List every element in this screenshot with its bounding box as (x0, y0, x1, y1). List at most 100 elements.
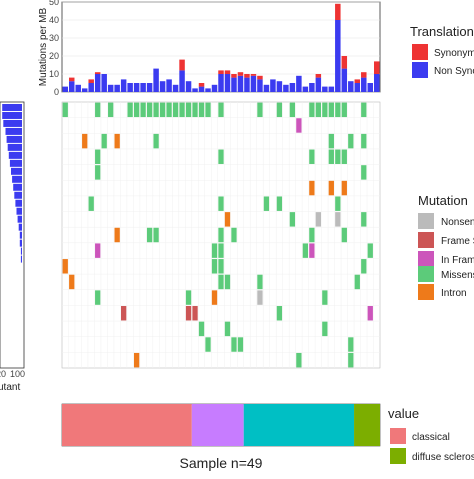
gene-frequency-bar (19, 231, 22, 239)
heatmap-cell-missense (296, 352, 302, 368)
tmb-bar-non-synonymous (107, 84, 114, 92)
heatmap-cell-missense (62, 102, 68, 118)
mutation-legend: Mutation Nonsens Frame S In Frame Missen… (418, 193, 474, 300)
heatmap-cell-missense (309, 102, 315, 118)
tmb-bar-non-synonymous (81, 88, 88, 92)
heatmap-cell-missense (348, 133, 354, 149)
tmb-bar-panel: 0 10 20 30 40 50 Mutations per MB (38, 0, 381, 97)
heatmap-cell-frame-shift (121, 306, 127, 321)
legend-swatch-in-frame (418, 251, 434, 267)
tmb-bar-non-synonymous (114, 84, 120, 92)
heatmap-cell-missense (309, 149, 315, 164)
translation-legend: Translation Synonymo Non Synon (410, 24, 474, 78)
heatmap-cell-missense (146, 227, 153, 243)
tmb-bar-non-synonymous (205, 88, 211, 92)
heatmap-cell-missense (101, 133, 107, 149)
heatmap-cell-missense (361, 165, 367, 180)
tmb-bar-non-synonymous (367, 83, 374, 92)
heatmap-cell-intron (114, 227, 120, 243)
heatmap-cell-missense (198, 321, 205, 337)
legend-swatch-missense (418, 266, 434, 282)
tmb-bar-non-synonymous (309, 83, 315, 92)
heatmap-cell-missense (218, 227, 224, 243)
heatmap-cell-missense (263, 196, 270, 211)
heatmap-cell-missense (108, 102, 114, 118)
legend-swatch-intron (418, 284, 434, 300)
heatmap-cell-missense (224, 321, 231, 337)
heatmap-cell-nonsense (315, 212, 321, 227)
heatmap-cell-missense (88, 196, 94, 211)
heatmap-cell-missense (146, 102, 153, 118)
heatmap-cell-missense (289, 212, 296, 227)
heatmap-cell-missense (95, 290, 101, 305)
tmb-bar-synonymous (257, 75, 263, 80)
tmb-bar-non-synonymous (224, 74, 231, 92)
heatmap-cell-missense (328, 149, 334, 164)
tmb-bar-synonymous (354, 79, 361, 83)
tmb-bar-non-synonymous (289, 83, 296, 92)
legend-swatch-classical (390, 428, 406, 444)
tmb-bar-non-synonymous (101, 74, 107, 92)
tmb-bar-synonymous (341, 56, 348, 69)
tmb-bar-non-synonymous (179, 70, 185, 92)
legend-label-frame-shift: Frame S (441, 236, 474, 247)
tmb-bar-non-synonymous (231, 77, 237, 92)
tmb-bar-synonymous (94, 72, 101, 74)
heatmap-cell-missense (361, 259, 367, 274)
heatmap-cell-in-frame (296, 118, 302, 133)
tmb-bar-non-synonymous (296, 75, 302, 92)
heatmap-cell-missense (341, 227, 347, 243)
tmb-bar-non-synonymous (218, 74, 224, 92)
mutation-heatmap (61, 101, 381, 369)
gene-frequency-bar (7, 143, 22, 151)
tmb-y-tick-label: 10 (49, 69, 59, 79)
tmb-bar-synonymous (361, 72, 367, 78)
tmb-bar-non-synonymous (172, 84, 179, 92)
tmb-bar-non-synonymous (335, 20, 341, 92)
legend-label-nonsense: Nonsens (441, 217, 474, 228)
heatmap-cell-missense (322, 321, 328, 337)
tmb-bar-non-synonymous (133, 83, 140, 92)
tmb-bar-non-synonymous (263, 84, 270, 92)
heatmap-cell-intron (62, 259, 68, 274)
heatmap-cell-missense (341, 102, 347, 118)
tmb-bar-non-synonymous (237, 75, 244, 92)
heatmap-cell-missense (257, 274, 263, 290)
heatmap-cell-missense (218, 259, 224, 274)
heatmap-cell-missense (335, 149, 341, 164)
heatmap-cell-intron (133, 352, 140, 368)
value-legend-title: value (388, 406, 419, 421)
gene-frequency-bars (2, 104, 23, 263)
gene-frequency-bar (18, 223, 22, 231)
tmb-bar-synonymous (237, 72, 244, 76)
tmb-y-tick-label: 50 (49, 0, 59, 7)
tmb-bar-non-synonymous (75, 84, 81, 92)
sample-count-caption: Sample n=49 (180, 455, 263, 471)
heatmap-cell-missense (348, 352, 354, 368)
heatmap-cell-missense (166, 102, 172, 118)
tmb-bar-non-synonymous (354, 83, 361, 92)
heatmap-cell-missense (309, 227, 315, 243)
mutation-legend-title: Mutation (418, 193, 468, 208)
heatmap-cell-missense (224, 274, 231, 290)
heatmap-cell-intron (82, 133, 88, 149)
heatmap-cell-in-frame (95, 243, 101, 258)
gene-frequency-bar (15, 199, 22, 207)
sample-annotation-strip: Sample n=49 (61, 403, 381, 471)
legend-swatch-frame-shift (418, 232, 434, 248)
heatmap-cell-missense (231, 227, 237, 243)
heatmap-cell-missense (192, 102, 198, 118)
heatmap-cell-missense (276, 196, 283, 211)
tmb-bar-non-synonymous (322, 86, 328, 92)
tmb-bar-non-synonymous (140, 83, 146, 92)
heatmap-cell-frame-shift (192, 306, 198, 321)
annotation-segments (62, 404, 380, 446)
tmb-bar-non-synonymous (302, 86, 309, 92)
legend-label-classical: classical (412, 432, 450, 443)
legend-label-in-frame: In Frame (441, 255, 474, 266)
heatmap-cell-missense (218, 196, 224, 211)
heatmap-cell-missense (361, 102, 367, 118)
heatmap-cell-missense (231, 337, 237, 352)
tmb-bar-synonymous (224, 70, 231, 74)
